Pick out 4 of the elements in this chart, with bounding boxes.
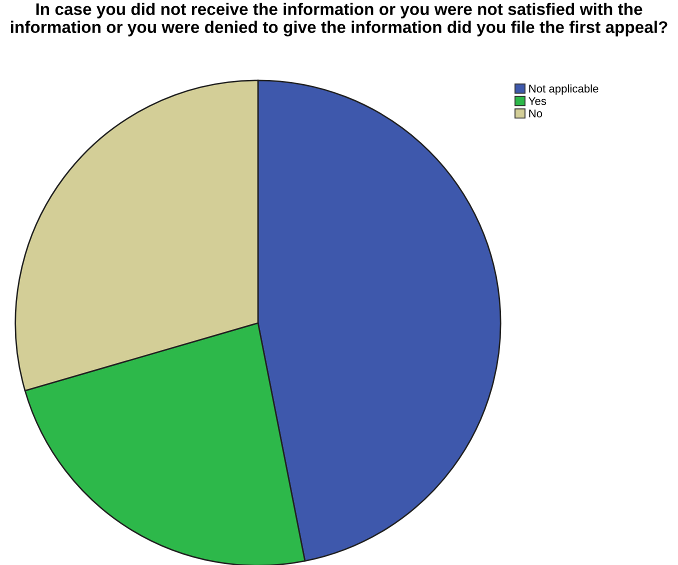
legend-label: Yes [528, 97, 546, 105]
legend-label: No [529, 110, 542, 118]
legend-label: Not applicable [529, 84, 598, 95]
chart-title: In case you did not receive the information or you were not satisfied with the information or you were denied to give the information did you file the first appeal? [10, 2, 668, 36]
